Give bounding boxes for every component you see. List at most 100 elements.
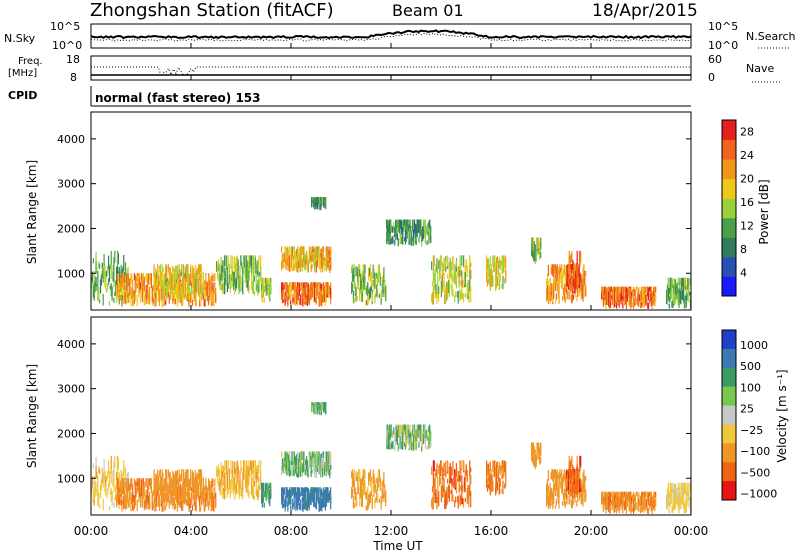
power-cell	[628, 300, 630, 307]
velocity-cell	[457, 495, 459, 509]
velocity-cell	[233, 477, 235, 482]
velocity-cell	[203, 486, 205, 496]
power-cell	[554, 299, 557, 304]
power-cell	[443, 259, 445, 272]
velocity-cell	[566, 493, 568, 499]
power-cell	[684, 295, 686, 302]
power-cell	[322, 295, 324, 303]
velocity-cell	[286, 487, 288, 495]
velocity-cell	[183, 498, 186, 505]
velocity-cell	[250, 460, 252, 471]
velocity-cell	[115, 485, 117, 492]
power-cell	[621, 286, 623, 300]
power-cell	[133, 273, 136, 281]
power-cell	[192, 267, 194, 283]
velocity-cell	[100, 481, 103, 491]
power-cell	[235, 277, 237, 289]
power-cell	[359, 273, 362, 290]
velocity-cell	[310, 460, 312, 466]
power-cell	[285, 246, 287, 262]
power-cell	[322, 253, 325, 266]
velocity-cell	[295, 499, 297, 511]
velocity-cell	[311, 487, 313, 495]
velocity-cell	[296, 491, 298, 508]
power-cell	[546, 288, 548, 302]
power-cell	[296, 248, 298, 257]
power-cell	[301, 292, 303, 306]
velocity-cell	[252, 465, 254, 475]
velocity-cell	[99, 484, 102, 499]
velocity-cell	[286, 453, 288, 460]
velocity-cell	[173, 500, 175, 506]
power-cell	[285, 294, 287, 302]
power-cell	[407, 219, 409, 231]
power-cell	[152, 297, 154, 304]
power-cell	[387, 231, 389, 242]
velocity-cell	[409, 424, 411, 434]
velocity-cell	[298, 503, 301, 510]
power-cell	[196, 267, 198, 279]
velocity-cell	[320, 453, 322, 470]
velocity-cell	[366, 494, 368, 501]
power-cell	[546, 273, 549, 291]
power-cell	[104, 282, 106, 288]
velocity-cell	[610, 500, 612, 505]
power-cell	[686, 285, 688, 292]
velocity-cell	[402, 424, 404, 433]
velocity-cell	[148, 502, 150, 511]
power-cell	[576, 258, 578, 267]
velocity-cell	[581, 492, 583, 504]
power-cell	[679, 279, 681, 291]
power-cell	[400, 219, 402, 231]
velocity-cell	[163, 496, 165, 503]
power-cell	[238, 287, 240, 295]
power-colorbar-swatch	[722, 120, 736, 141]
velocity-cell	[118, 494, 120, 505]
velocity-cell	[124, 467, 127, 480]
velocity-cell	[355, 471, 357, 482]
velocity-cell	[450, 466, 452, 483]
station-title: Zhongshan Station (fitACF)	[90, 0, 334, 21]
power-cell	[149, 286, 151, 302]
velocity-cell	[324, 500, 326, 511]
power-cell	[297, 282, 299, 290]
velocity-colorbar-tick: −1000	[740, 488, 777, 501]
velocity-cell	[641, 495, 644, 508]
power-cell	[217, 259, 219, 267]
power-cell	[431, 261, 433, 270]
velocity-cell	[203, 495, 205, 502]
velocity-cell	[312, 451, 314, 458]
velocity-cell	[351, 469, 354, 479]
power-cell	[504, 278, 506, 284]
power-cell	[686, 292, 688, 301]
velocity-cell	[578, 488, 580, 494]
power-cell	[564, 284, 566, 292]
power-cell	[536, 248, 538, 253]
power-cell	[297, 261, 300, 268]
power-cell	[202, 273, 204, 288]
power-cell	[384, 279, 386, 295]
velocity-cell	[204, 485, 206, 490]
power-cell	[362, 268, 364, 275]
power-cell	[539, 248, 541, 258]
power-cell	[156, 289, 158, 302]
velocity-cell	[688, 490, 690, 503]
power-cell	[297, 282, 300, 290]
power-cell	[291, 282, 293, 291]
velocity-cell	[316, 402, 318, 415]
power-cell	[223, 288, 225, 294]
power-cell	[126, 282, 128, 298]
velocity-cell	[155, 481, 157, 493]
power-cell	[147, 273, 149, 282]
velocity-cell	[202, 497, 204, 505]
velocity-cell	[188, 483, 190, 497]
velocity-cell	[611, 501, 613, 511]
velocity-cell	[359, 469, 361, 479]
velocity-cell	[306, 458, 308, 471]
velocity-cell	[497, 466, 500, 482]
power-cell	[670, 290, 672, 299]
power-cell	[575, 273, 577, 289]
power-cell	[571, 289, 573, 304]
velocity-cell	[138, 498, 140, 503]
velocity-cell	[155, 473, 157, 480]
